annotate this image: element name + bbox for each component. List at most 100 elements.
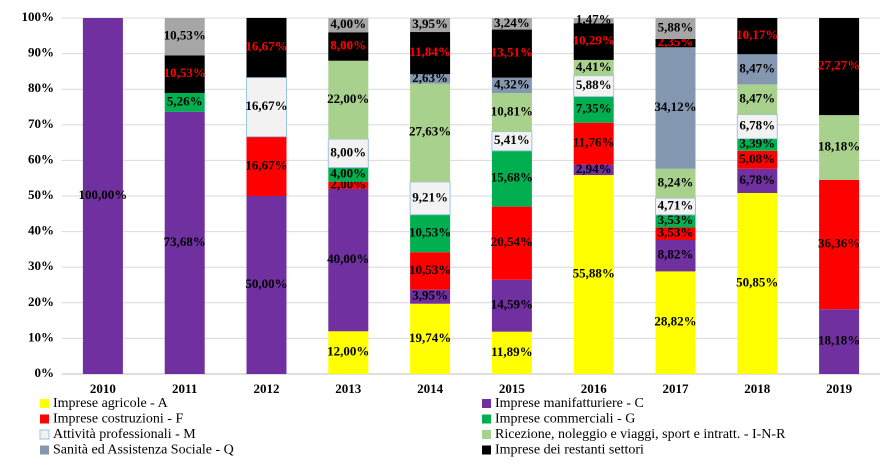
data-label: 8,47% <box>739 60 775 75</box>
data-label: 8,00% <box>330 144 366 159</box>
y-tick-label: 30% <box>28 258 54 273</box>
data-label: 20,54% <box>491 234 533 249</box>
data-label: 36,36% <box>818 236 860 251</box>
bar-segment <box>819 179 860 310</box>
bar-segment <box>82 18 123 374</box>
data-label: 8,24% <box>658 174 694 189</box>
bar-segment <box>573 23 614 60</box>
data-label: 3,24% <box>494 15 530 30</box>
bar-segment <box>655 214 696 228</box>
data-label: 11,84% <box>409 44 451 59</box>
data-label: 4,00% <box>330 166 366 181</box>
bar-segment <box>491 18 532 30</box>
data-label: 5,88% <box>576 77 612 92</box>
bar-segment <box>246 17 287 78</box>
data-label: 27,63% <box>409 124 451 139</box>
bar-segment <box>737 138 778 151</box>
data-label: 10,29% <box>573 33 615 48</box>
data-label: 4,71% <box>658 197 694 212</box>
y-tick-label: 90% <box>28 45 54 60</box>
data-label: 5,41% <box>494 132 530 147</box>
y-tick-label: 40% <box>28 223 54 238</box>
data-label: 5,26% <box>167 93 203 108</box>
y-tick-label: 70% <box>28 116 54 131</box>
legend-swatch <box>482 430 491 439</box>
legend-label: Imprese manifatturiere - C <box>495 396 644 411</box>
x-tick-label: 2018 <box>744 381 771 396</box>
data-label: 10,81% <box>491 103 533 118</box>
data-label: 40,00% <box>327 251 369 266</box>
bar-segment <box>737 54 778 85</box>
bar-segment <box>737 150 778 169</box>
bar-segment <box>327 138 369 169</box>
bar-segment <box>737 18 778 55</box>
x-tick-label: 2014 <box>417 381 444 396</box>
data-label: 11,76% <box>573 135 615 150</box>
data-label: 5,88% <box>658 19 694 34</box>
data-label: 13,51% <box>491 45 533 60</box>
data-label: 10,53% <box>164 28 206 43</box>
y-tick-label: 10% <box>28 329 54 344</box>
bar-segment <box>246 136 287 196</box>
bar-segment <box>655 168 696 199</box>
bar-segment <box>819 309 860 374</box>
bar-segment <box>410 289 451 304</box>
data-label: 18,18% <box>818 333 860 348</box>
data-label: 4,41% <box>576 59 612 74</box>
data-label: 11,89% <box>491 344 533 359</box>
data-label: 6,78% <box>739 172 775 187</box>
x-tick-label: 2017 <box>663 381 690 396</box>
legend-label: Imprese agricole - A <box>53 396 169 411</box>
data-label: 28,82% <box>654 314 696 329</box>
bar-segment <box>164 18 205 56</box>
data-label: 9,21% <box>412 189 448 204</box>
legend-swatch <box>482 414 491 424</box>
data-label: 10,53% <box>409 224 451 239</box>
data-label: 12,00% <box>327 344 369 359</box>
bar-segment <box>328 331 369 374</box>
bar-segment <box>573 122 614 165</box>
bar-segment <box>410 74 451 84</box>
data-label: 55,88% <box>573 266 615 281</box>
data-label: 14,59% <box>491 297 533 312</box>
bar-segment <box>164 92 205 112</box>
data-label: 16,67% <box>245 98 287 113</box>
bar-segment <box>819 115 860 180</box>
legend-swatch <box>40 445 49 455</box>
legend-swatch <box>40 399 49 408</box>
data-label: 4,32% <box>494 76 530 91</box>
bar-segment <box>164 111 205 374</box>
data-label: 3,53% <box>658 212 694 227</box>
bar-segment <box>736 114 778 140</box>
data-label: 10,53% <box>409 262 451 277</box>
y-tick-label: 60% <box>28 151 54 166</box>
data-label: 50,00% <box>245 276 287 291</box>
x-tick-label: 2013 <box>335 381 362 396</box>
data-label: 27,27% <box>818 58 860 73</box>
data-label: 19,74% <box>409 330 451 345</box>
legend-label: Sanità ed Assistenza Sociale - Q <box>53 443 234 458</box>
bar-segment <box>410 252 451 290</box>
data-label: 10,53% <box>164 65 206 80</box>
legend-swatch <box>482 399 491 408</box>
data-label: 15,68% <box>491 170 533 185</box>
y-tick-label: 100% <box>22 9 55 24</box>
bar-segment <box>328 167 369 182</box>
bar-segment <box>737 168 778 193</box>
bar-segment <box>491 150 532 207</box>
data-label: 1,47% <box>576 12 612 27</box>
x-tick-label: 2010 <box>90 381 116 396</box>
data-label: 34,12% <box>654 99 696 114</box>
bar-segment <box>655 47 696 169</box>
data-label: 8,82% <box>658 247 694 262</box>
bar-segment <box>655 240 696 272</box>
bar-segment <box>655 38 696 48</box>
x-tick-label: 2015 <box>499 381 526 396</box>
bar-segment <box>328 188 369 332</box>
data-label: 10,17% <box>736 27 778 42</box>
bar-segment <box>328 181 369 189</box>
bar-segment <box>655 271 696 374</box>
y-tick-label: 50% <box>28 187 54 202</box>
bar-segment <box>819 18 860 116</box>
legend-label: Imprese commerciali - G <box>495 412 635 427</box>
